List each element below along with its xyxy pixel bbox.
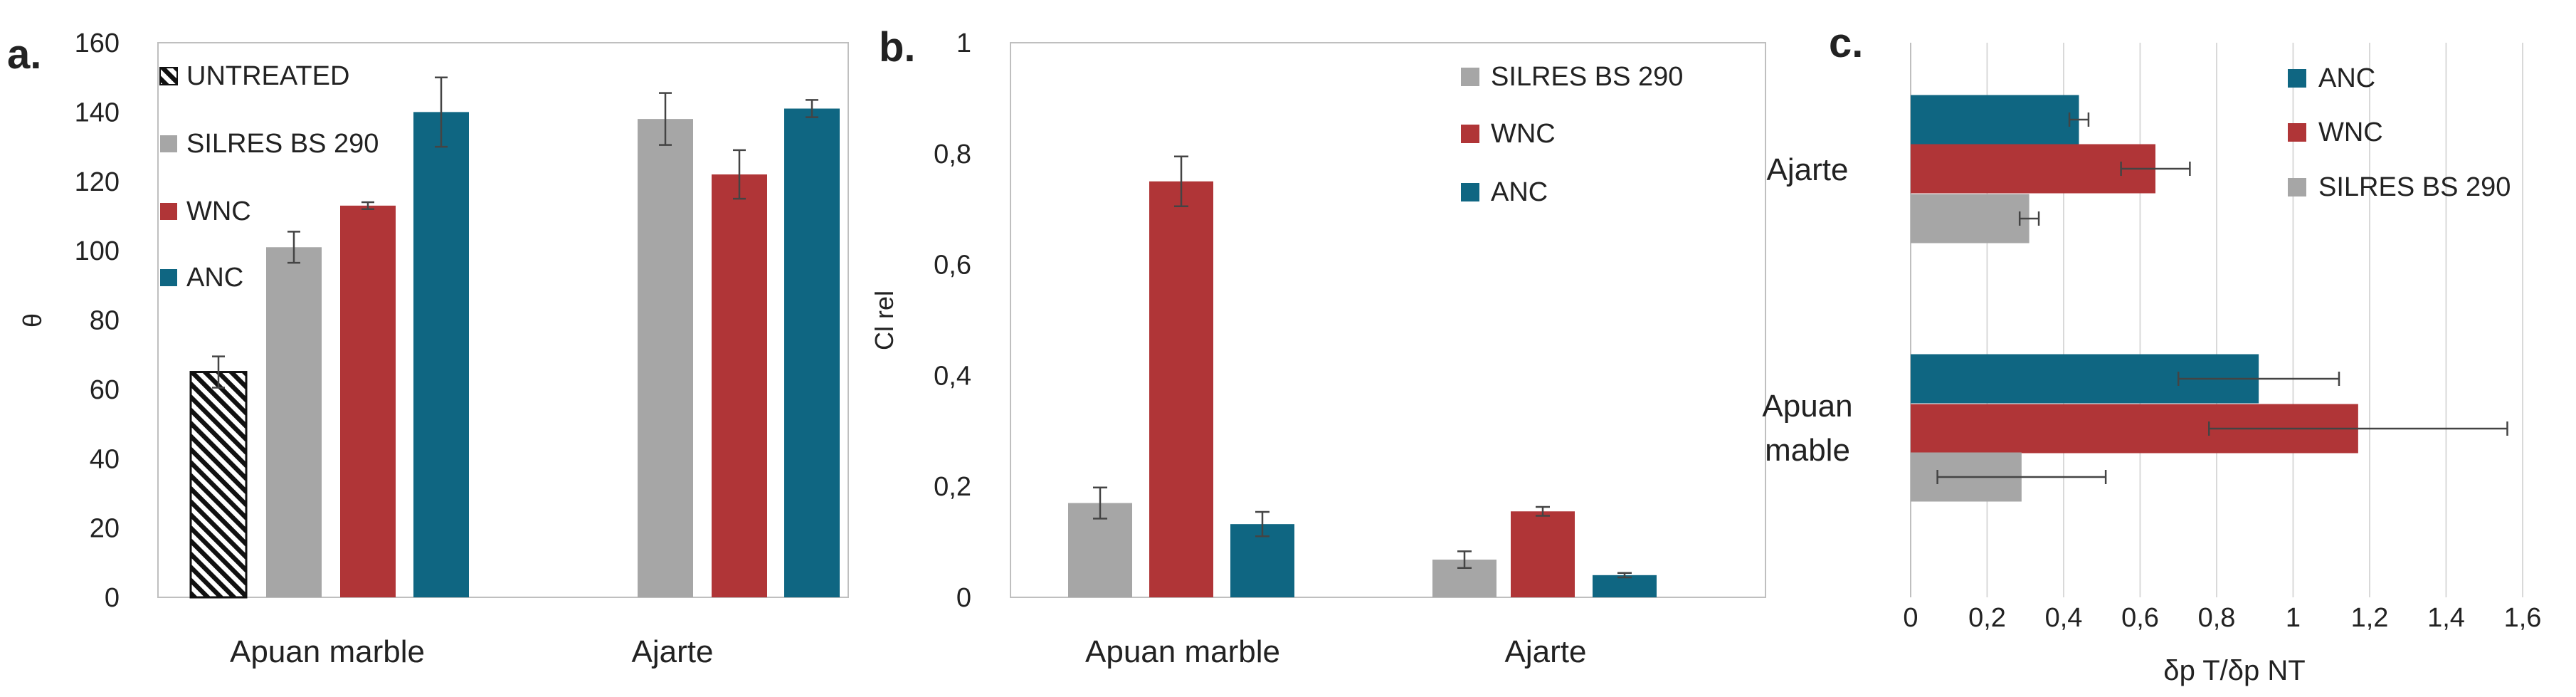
- legend-label: ANC: [186, 263, 243, 293]
- legend-label: UNTREATED: [186, 61, 349, 91]
- panel-b-bars: [1068, 155, 1657, 597]
- panel-c-category-label-line: Apuan: [1762, 389, 1852, 424]
- panel-a-frame: [157, 42, 849, 598]
- panel-a-category-label: Apuan marble: [230, 634, 425, 669]
- bar-silres-bs-290: [638, 119, 693, 598]
- panel-b-category-label: Apuan marble: [1085, 634, 1280, 669]
- bar-silres-bs-290: [1911, 194, 2029, 243]
- panel-c-x-tick-label: 1,4: [2427, 603, 2465, 633]
- panel-c-category-label: Ajarte: [1767, 152, 1849, 187]
- panel-c-x-tick-label: 1,2: [2351, 603, 2389, 633]
- panel-c-x-axis-title: δp T/δp NT: [2163, 655, 2305, 686]
- panel-a-y-tick-label: 60: [90, 375, 120, 405]
- bar-wnc: [1149, 181, 1213, 597]
- panel-b: b. 0 0,2 0,4 0,6 0,8 1 Cl rel SILRES BS 290 WN…: [870, 24, 1766, 669]
- legend-swatch-anc: [160, 269, 177, 286]
- panel-a-bars: [189, 76, 840, 599]
- panel-b-y-tick-label: 0,2: [934, 472, 971, 502]
- legend-swatch-anc: [1461, 183, 1479, 201]
- panel-b-category-label: Ajarte: [1505, 634, 1587, 669]
- panel-c-x-tick-label: 0,6: [2121, 603, 2159, 633]
- panel-b-y-tick-label: 0,6: [934, 251, 971, 281]
- legend-swatch-silres-bs-290: [1461, 68, 1479, 86]
- legend-swatch-wnc: [160, 203, 177, 220]
- panel-a-y-tick-label: 20: [90, 514, 120, 544]
- bar-anc: [1593, 575, 1657, 597]
- legend-label: SILRES BS 290: [186, 129, 379, 159]
- panel-c-x-tick-label: 1,6: [2504, 603, 2542, 633]
- bar-wnc: [1911, 144, 2155, 194]
- legend-swatch-silres-bs-290: [2288, 178, 2306, 196]
- legend-label: ANC: [2318, 63, 2375, 93]
- panel-a: a. 0 20 40 60 80 100 120 140 160 θ UNTREATED SILR…: [7, 28, 849, 669]
- bar-untreated: [189, 371, 248, 599]
- panel-b-legend: SILRES BS 290 WNC ANC: [1461, 62, 1683, 207]
- legend-swatch-wnc: [2288, 123, 2306, 142]
- legend-swatch-anc: [2288, 69, 2306, 88]
- panel-b-y-tick-label: 1: [956, 28, 971, 58]
- panel-b-label: b.: [879, 24, 916, 70]
- legend-label: WNC: [186, 196, 251, 226]
- bar-anc: [784, 108, 840, 598]
- panel-c-category-label-line: mable: [1765, 433, 1850, 468]
- legend-swatch-wnc: [1461, 125, 1479, 143]
- panel-c-legend: ANC WNC SILRES BS 290: [2288, 63, 2511, 202]
- panel-a-y-tick-label: 160: [75, 28, 120, 58]
- bar-anc: [413, 112, 469, 597]
- panel-a-y-tick-label: 140: [75, 98, 120, 127]
- panel-b-frame: [1010, 42, 1766, 598]
- panel-b-y-tick-label: 0,8: [934, 140, 971, 169]
- panel-a-category-label: Ajarte: [632, 634, 714, 669]
- panel-a-label: a.: [7, 31, 41, 78]
- panel-a-y-tick-label: 120: [75, 167, 120, 197]
- panel-c-x-tick-label: 0,2: [1968, 603, 2006, 633]
- legend-swatch-untreated: [159, 67, 178, 85]
- panel-b-y-ticks: 0 0,2 0,4 0,6 0,8 1: [934, 28, 971, 613]
- legend-label: SILRES BS 290: [2318, 172, 2511, 202]
- panel-c-x-tick-label: 0: [1903, 603, 1918, 633]
- bar-wnc: [1511, 511, 1575, 597]
- panel-b-y-tick-label: 0,4: [934, 361, 971, 391]
- legend-label: WNC: [1491, 119, 1556, 149]
- panel-a-legend: UNTREATED SILRES BS 290 WNC ANC: [159, 61, 379, 293]
- panel-a-categories: Apuan marble Ajarte: [230, 634, 713, 669]
- panel-c-category-label: Apuan mable: [1762, 389, 1852, 468]
- panel-a-y-tick-label: 40: [90, 444, 120, 474]
- panel-c-bars: [1911, 95, 2508, 502]
- panel-a-y-tick-label: 100: [75, 236, 120, 266]
- panel-c-categories: Ajarte Apuan mable: [1762, 152, 1852, 468]
- bar-silres-bs-290: [266, 247, 322, 597]
- panel-a-y-axis-title: θ: [18, 313, 47, 327]
- bar-wnc: [712, 174, 767, 597]
- panel-a-y-ticks: 0 20 40 60 80 100 120 140 160: [75, 28, 120, 613]
- panel-c-x-tick-label: 1: [2286, 603, 2301, 633]
- panel-a-y-tick-label: 80: [90, 306, 120, 336]
- panel-c-x-tick-label: 0,8: [2198, 603, 2236, 633]
- legend-label: ANC: [1491, 177, 1548, 207]
- panel-b-y-axis-title: Cl rel: [870, 290, 899, 350]
- panel-c: c. 0 0,2 0,4 0,6 0,8 1 1,2 1,4 1,6 ANC WNC SILRES …: [1762, 20, 2541, 686]
- panel-b-y-tick-label: 0: [956, 583, 971, 613]
- bar-wnc: [340, 205, 396, 597]
- panel-c-label: c.: [1829, 20, 1863, 66]
- panel-c-x-tick-label: 0,4: [2045, 603, 2083, 633]
- panel-c-grid: 0 0,2 0,4 0,6 0,8 1 1,2 1,4 1,6: [1903, 43, 2541, 633]
- panel-b-categories: Apuan marble Ajarte: [1085, 634, 1586, 669]
- legend-label: WNC: [2318, 117, 2383, 147]
- panel-a-y-tick-label: 0: [105, 583, 120, 613]
- legend-label: SILRES BS 290: [1491, 62, 1683, 92]
- bar-anc: [1911, 95, 2079, 145]
- legend-swatch-silres-bs-290: [160, 135, 177, 152]
